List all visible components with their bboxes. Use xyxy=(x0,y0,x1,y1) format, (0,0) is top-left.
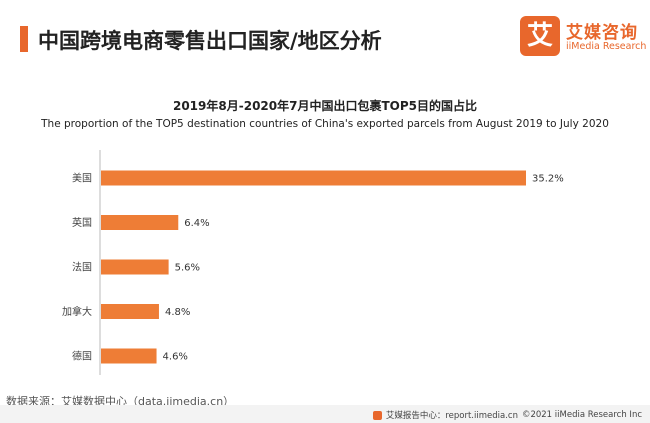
bar-2 xyxy=(101,259,169,275)
logo-mark-icon: 艾 xyxy=(520,16,560,56)
category-tick-label: 美国 xyxy=(72,172,92,185)
brand-logo: 艾 艾媒咨询 iiMedia Research xyxy=(520,14,647,60)
chart-title: 2019年8月-2020年7月中国出口包裹TOP5目的国占比 xyxy=(172,99,477,113)
bar-3 xyxy=(101,304,159,319)
bar-1 xyxy=(101,215,179,230)
bar-value-label: 4.6% xyxy=(163,352,188,363)
report-center-icon xyxy=(372,410,382,420)
footer-bar xyxy=(0,405,650,423)
category-tick-label: 德国 xyxy=(72,350,92,363)
category-tick-label: 法国 xyxy=(72,261,92,274)
bar-4 xyxy=(101,348,157,364)
bar-value-label: 4.8% xyxy=(165,307,190,318)
category-tick-label: 加拿大 xyxy=(62,305,92,318)
logo-name-cn: 艾媒咨询 xyxy=(566,23,638,43)
bar-value-label: 5.6% xyxy=(175,263,200,274)
bar-chart: 美国 35.2% 英国 6.4% 法国 5.6% 加拿大 4.8% 德国 4.6% xyxy=(62,150,564,375)
footer-credits: 艾媒报告中心：report.iimedia.cn ©2021 iiMedia R… xyxy=(372,409,642,421)
logo-name-en: iiMedia Research xyxy=(566,41,647,52)
title-accent-bar xyxy=(20,26,28,52)
chart-subtitle: The proportion of the TOP5 destination c… xyxy=(41,118,609,130)
data-source-note: 数据来源：艾媒数据中心（data.iimedia.cn） xyxy=(6,395,235,408)
bar-value-label: 35.2% xyxy=(532,174,564,185)
page-title: 中国跨境电商零售出口国家/地区分析 xyxy=(38,29,382,53)
category-tick-label: 英国 xyxy=(72,216,92,229)
bar-value-label: 6.4% xyxy=(184,218,209,229)
logo-mark-char: 艾 xyxy=(526,21,553,51)
bar-0 xyxy=(101,170,526,186)
copyright-text: ©2021 iiMedia Research Inc xyxy=(521,410,642,420)
report-site-link[interactable]: 艾媒报告中心：report.iimedia.cn xyxy=(385,411,518,421)
